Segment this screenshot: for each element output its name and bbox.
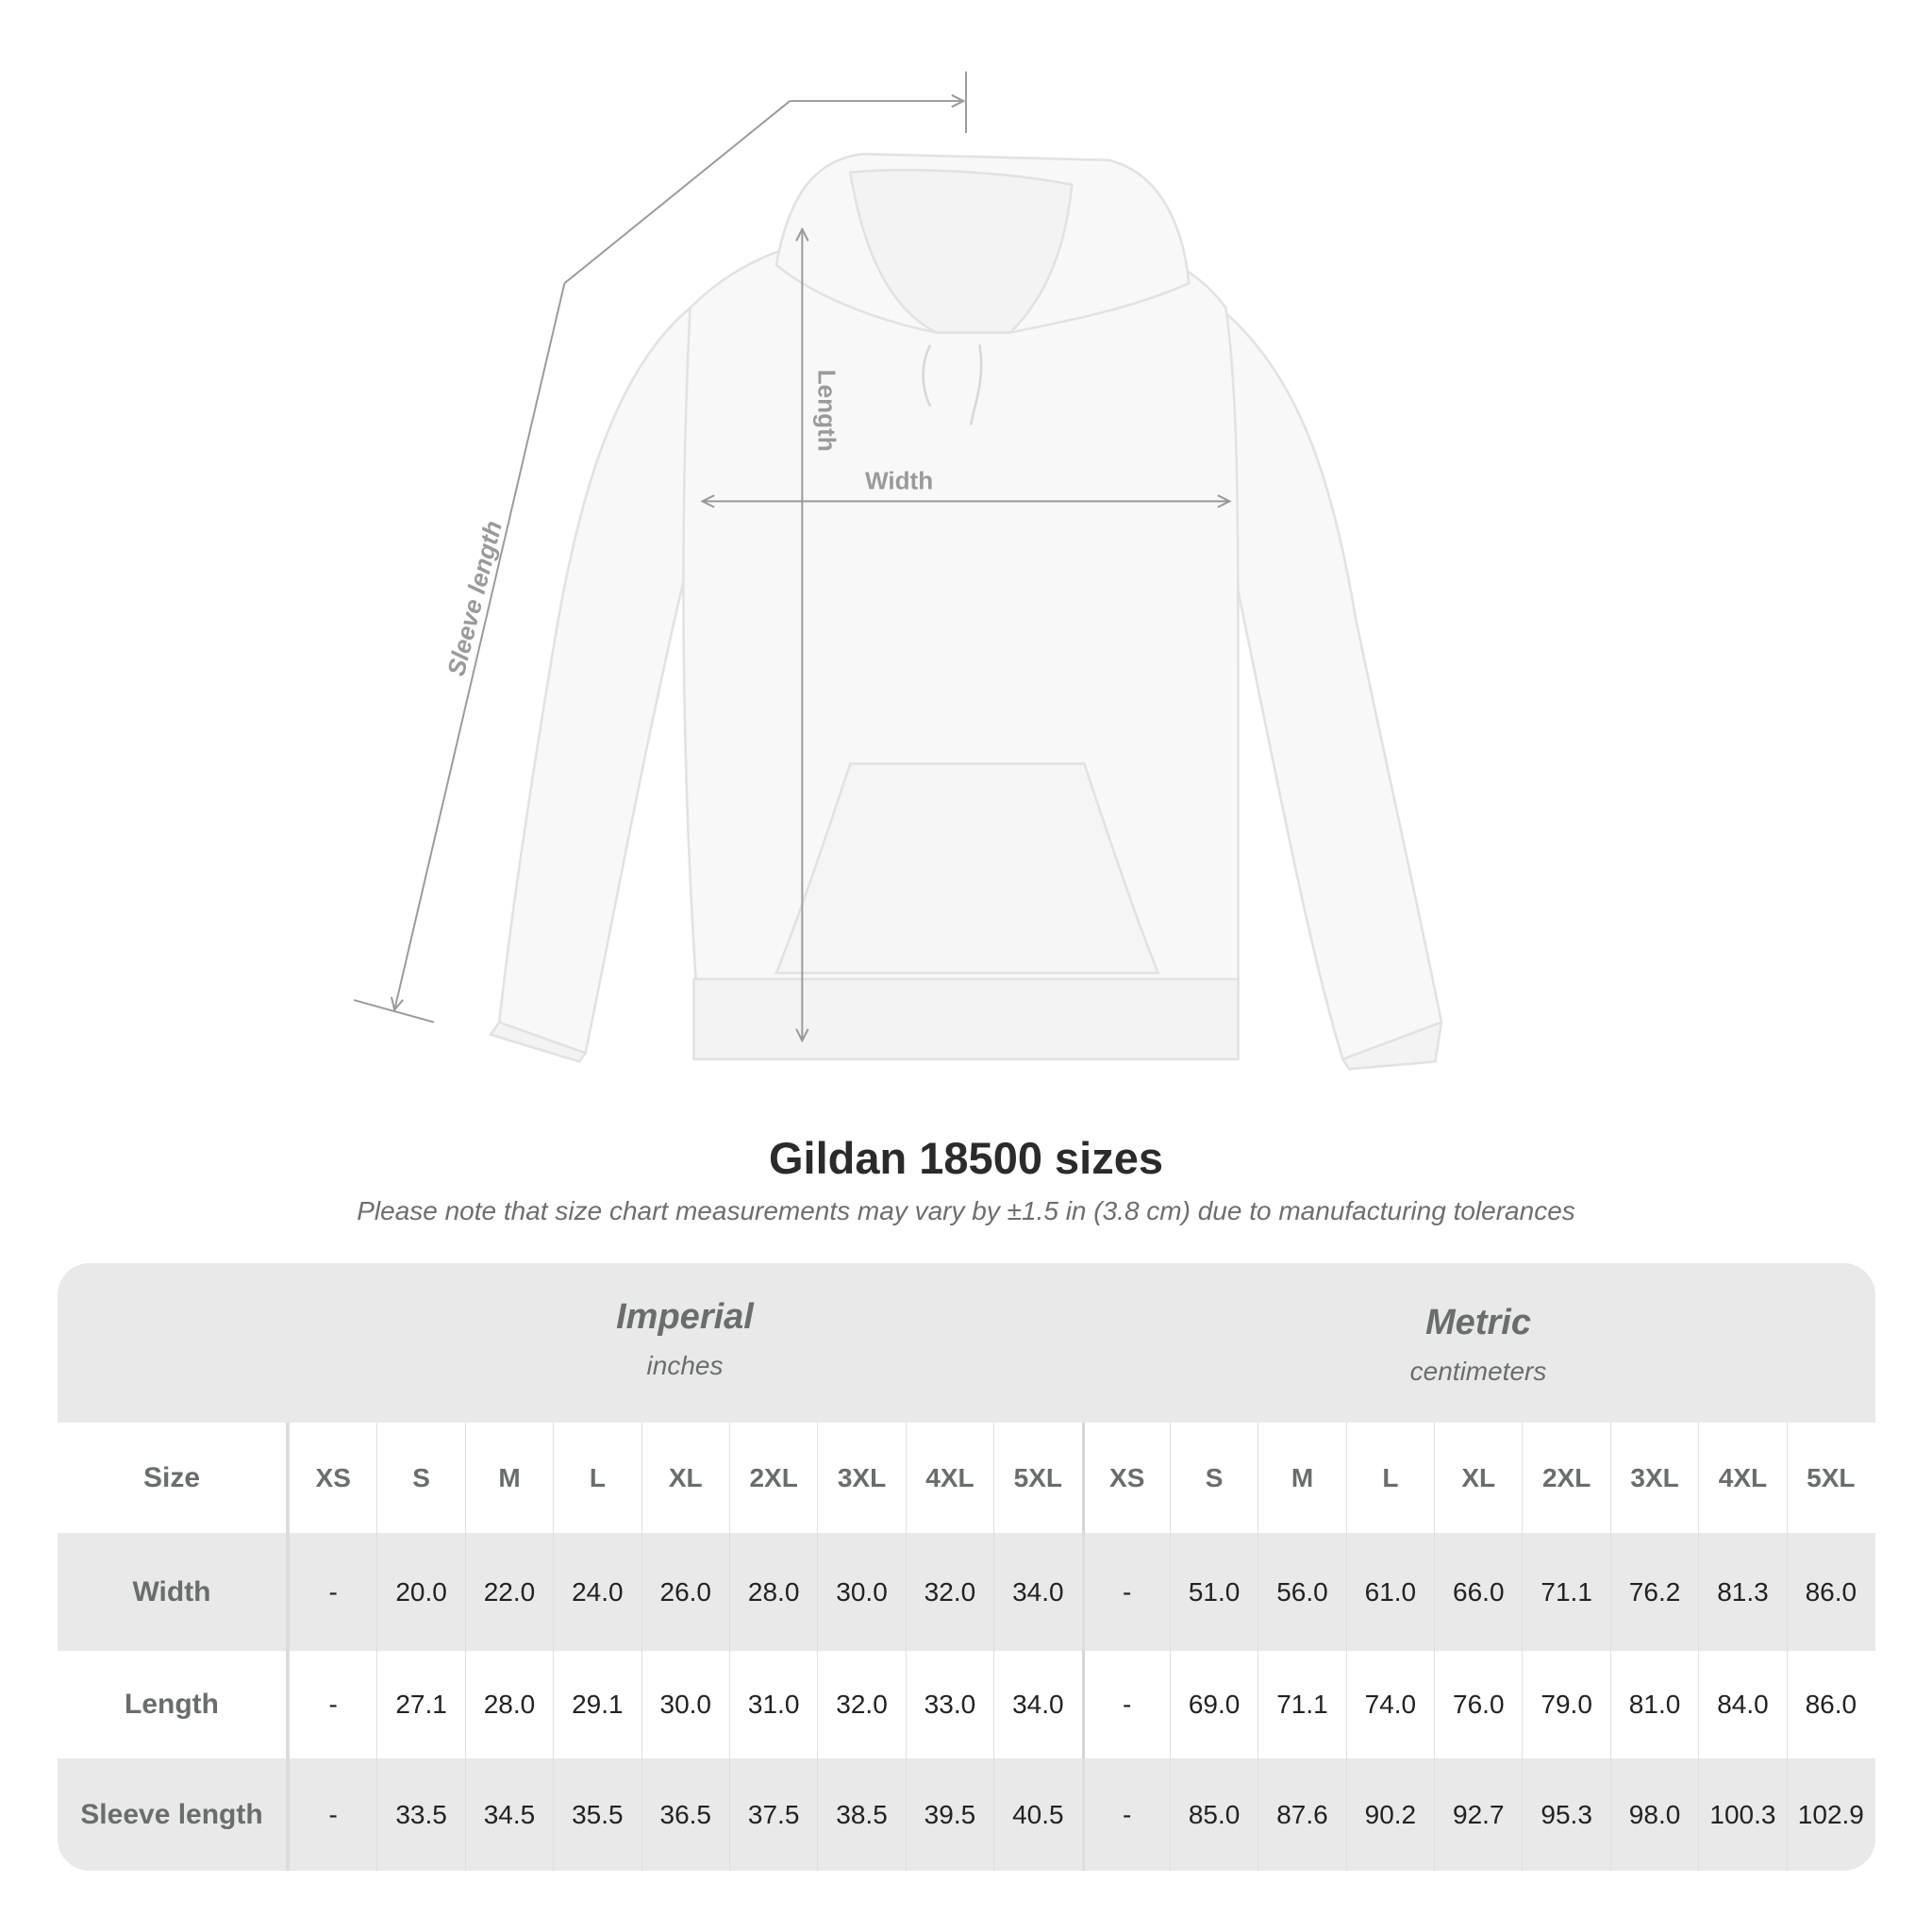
value-cell: 79.0: [1522, 1651, 1609, 1758]
value-cell: 102.9: [1786, 1758, 1874, 1871]
sleeve-length-label: Sleeve length: [441, 518, 508, 679]
value-cell: 76.0: [1434, 1651, 1522, 1758]
value-cell: 61.0: [1345, 1533, 1434, 1651]
value-cell: 32.0: [817, 1651, 905, 1758]
page-title: Gildan 18500 sizes: [768, 1133, 1164, 1183]
value-cell: 30.0: [641, 1651, 729, 1758]
value-cell: 34.5: [464, 1758, 553, 1871]
value-cell: 40.5: [993, 1758, 1081, 1871]
size-header-cell: M: [1257, 1423, 1345, 1533]
size-header-cell: 3XL: [817, 1423, 905, 1533]
size-header-cell: 2XL: [728, 1423, 817, 1533]
measure-lines: [353, 71, 1229, 1041]
size-table: Imperial inches Metric centimeters Size X…: [58, 1263, 1875, 1871]
value-cell: 98.0: [1609, 1758, 1698, 1871]
value-cell: 37.5: [728, 1758, 817, 1871]
value-cell: 86.0: [1786, 1651, 1874, 1758]
value-cell: 39.5: [905, 1758, 993, 1871]
value-cell: 31.0: [728, 1651, 817, 1758]
value-cell: 90.2: [1345, 1758, 1434, 1871]
size-header-cell: 2XL: [1522, 1423, 1609, 1533]
size-header-cell: XS: [289, 1423, 376, 1533]
value-cell: 87.6: [1257, 1758, 1345, 1871]
value-cell: 26.0: [641, 1533, 729, 1651]
value-cell: 36.5: [641, 1758, 729, 1871]
value-cell: 71.1: [1257, 1651, 1345, 1758]
size-header-cell: XS: [1081, 1423, 1170, 1533]
tolerance-note: Please note that size chart measurements…: [357, 1196, 1575, 1225]
value-cell: 34.0: [993, 1651, 1081, 1758]
value-cell: 34.0: [993, 1533, 1081, 1651]
value-cell: 20.0: [376, 1533, 464, 1651]
length-label: Length: [812, 370, 841, 452]
value-cell: -: [1081, 1533, 1170, 1651]
metric-title: Metric: [1425, 1303, 1531, 1342]
value-cell: 33.5: [376, 1758, 464, 1871]
value-cell: 71.1: [1522, 1533, 1609, 1651]
value-cell: 32.0: [905, 1533, 993, 1651]
value-cell: -: [1081, 1758, 1170, 1871]
size-header-cell: L: [553, 1423, 641, 1533]
imperial-unit: inches: [646, 1351, 724, 1380]
value-cell: 38.5: [817, 1758, 905, 1871]
size-header-row: Size XS S M L XL 2XL 3XL 4XL 5XL XS S M L XL 2XL 3XL 4XL 5…: [58, 1423, 1875, 1533]
value-cell: 69.0: [1169, 1651, 1257, 1758]
size-header-cell: XL: [641, 1423, 729, 1533]
row-label: Length: [58, 1651, 289, 1758]
value-cell: 30.0: [817, 1533, 905, 1651]
value-cell: 74.0: [1345, 1651, 1434, 1758]
row-label: Sleeve length: [58, 1758, 289, 1871]
value-cell: 28.0: [728, 1533, 817, 1651]
unit-header: Imperial inches Metric centimeters: [58, 1263, 1875, 1423]
row-label: Size: [58, 1423, 289, 1533]
value-cell: 24.0: [553, 1533, 641, 1651]
size-header-cell: S: [1169, 1423, 1257, 1533]
metric-unit: centimeters: [1409, 1357, 1547, 1386]
value-cell: -: [289, 1533, 376, 1651]
value-cell: -: [289, 1651, 376, 1758]
size-header-cell: 5XL: [1786, 1423, 1874, 1533]
value-cell: 35.5: [553, 1758, 641, 1871]
size-header-cell: S: [376, 1423, 464, 1533]
value-cell: 66.0: [1434, 1533, 1522, 1651]
value-cell: 84.0: [1698, 1651, 1786, 1758]
value-cell: 95.3: [1522, 1758, 1609, 1871]
hoodie-measurement-diagram: Sleeve length Length Width: [353, 71, 1443, 1071]
hoodie-image: [488, 152, 1443, 1071]
value-cell: 33.0: [905, 1651, 993, 1758]
value-cell: 56.0: [1257, 1533, 1345, 1651]
size-header-cell: L: [1345, 1423, 1434, 1533]
row-label: Width: [58, 1533, 289, 1651]
size-header-cell: 4XL: [1698, 1423, 1786, 1533]
size-header-cell: M: [464, 1423, 553, 1533]
size-header-cell: 4XL: [905, 1423, 993, 1533]
value-cell: 86.0: [1786, 1533, 1874, 1651]
value-cell: 85.0: [1169, 1758, 1257, 1871]
size-header-cell: 3XL: [1609, 1423, 1698, 1533]
value-cell: 29.1: [553, 1651, 641, 1758]
imperial-header: Imperial inches: [289, 1297, 1081, 1381]
value-cell: -: [1081, 1651, 1170, 1758]
value-cell: 81.3: [1698, 1533, 1786, 1651]
value-cell: -: [289, 1758, 376, 1871]
value-cell: 81.0: [1609, 1651, 1698, 1758]
table-row: Width -20.0 22.0 24.0 26.0 28.0 30.0 32.0 34.0-5…: [58, 1533, 1875, 1651]
value-cell: 22.0: [464, 1533, 553, 1651]
value-cell: 28.0: [464, 1651, 553, 1758]
imperial-title: Imperial: [616, 1297, 754, 1337]
size-header-cell: XL: [1434, 1423, 1522, 1533]
metric-header: Metric centimeters: [1081, 1303, 1875, 1387]
table-row: Sleeve length -33.5 34.5 35.5 36.5 37.5 38.5 39…: [58, 1758, 1875, 1871]
size-header-cell: 5XL: [993, 1423, 1081, 1533]
value-cell: 51.0: [1169, 1533, 1257, 1651]
value-cell: 76.2: [1609, 1533, 1698, 1651]
value-cell: 92.7: [1434, 1758, 1522, 1871]
table-row: Length -27.1 28.0 29.1 30.0 31.0 32.0 33.0 34.0-…: [58, 1651, 1875, 1758]
value-cell: 100.3: [1698, 1758, 1786, 1871]
value-cell: 27.1: [376, 1651, 464, 1758]
width-label: Width: [865, 466, 933, 494]
